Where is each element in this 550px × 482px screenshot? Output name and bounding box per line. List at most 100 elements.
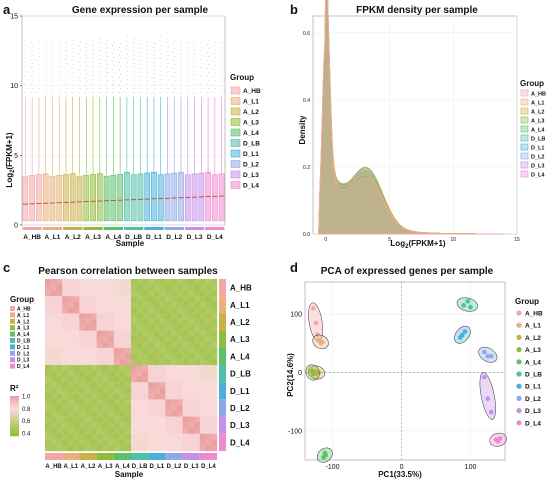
heat-cell bbox=[148, 290, 155, 297]
heat-cell bbox=[45, 445, 51, 452]
heat-cell bbox=[205, 301, 212, 308]
heat-cell bbox=[125, 382, 132, 389]
outlier bbox=[166, 83, 168, 85]
outlier bbox=[214, 80, 216, 82]
heat-cell bbox=[182, 376, 189, 383]
outlier bbox=[132, 58, 134, 60]
outlier bbox=[152, 69, 154, 71]
heat-cell bbox=[85, 301, 92, 308]
heat-cell bbox=[188, 307, 195, 314]
outlier bbox=[213, 84, 215, 86]
heat-cell bbox=[171, 290, 178, 297]
heat-cell bbox=[119, 370, 126, 377]
heat-cell bbox=[182, 359, 189, 366]
outlier bbox=[146, 53, 148, 55]
heat-cell bbox=[67, 296, 74, 303]
outlier bbox=[187, 73, 189, 75]
heat-cell bbox=[67, 433, 74, 440]
heat-cell bbox=[67, 370, 74, 377]
outlier bbox=[37, 67, 39, 69]
heat-cell bbox=[142, 330, 149, 337]
outlier bbox=[187, 88, 189, 90]
group-bar bbox=[42, 227, 63, 230]
heat-cell bbox=[142, 347, 149, 354]
outlier bbox=[220, 46, 222, 48]
heat-cell bbox=[50, 290, 57, 297]
outlier bbox=[44, 60, 46, 62]
heat-cell bbox=[96, 324, 103, 331]
legend-swatch bbox=[230, 149, 241, 158]
heat-cell bbox=[73, 313, 80, 320]
outlier bbox=[112, 84, 114, 86]
heat-cell bbox=[125, 307, 132, 314]
heat-cell bbox=[142, 399, 149, 406]
heat-cell bbox=[153, 336, 160, 343]
heat-cell bbox=[90, 439, 97, 446]
outlier bbox=[52, 80, 54, 82]
heat-cell bbox=[50, 279, 57, 285]
legend-label: D_L3 bbox=[525, 408, 541, 415]
heat-cell bbox=[165, 336, 172, 343]
scale-step bbox=[10, 427, 19, 429]
heat-cell bbox=[211, 290, 218, 297]
outlier bbox=[214, 41, 216, 43]
outlier bbox=[66, 46, 68, 48]
heat-cell bbox=[119, 410, 126, 417]
heat-cell bbox=[176, 416, 183, 423]
outlier bbox=[32, 87, 34, 89]
outlier bbox=[160, 79, 162, 81]
row-label: A_L3 bbox=[230, 335, 250, 344]
scale-step bbox=[10, 426, 19, 428]
heat-cell bbox=[176, 422, 183, 429]
outlier bbox=[206, 51, 208, 53]
outlier bbox=[106, 88, 108, 90]
heat-cell bbox=[199, 359, 206, 366]
col-group-bar bbox=[113, 453, 131, 460]
heat-cell bbox=[73, 324, 80, 331]
legend-marker bbox=[516, 334, 522, 340]
heat-cell bbox=[153, 359, 160, 366]
heat-cell bbox=[79, 301, 86, 308]
outlier bbox=[86, 50, 88, 52]
outlier bbox=[140, 80, 142, 82]
box bbox=[76, 175, 83, 222]
heat-cell bbox=[85, 342, 92, 348]
heat-cell bbox=[182, 382, 189, 389]
heat-cell bbox=[125, 284, 132, 291]
heat-cell bbox=[182, 365, 189, 371]
heat-cell bbox=[136, 342, 143, 348]
heat-cell bbox=[136, 324, 143, 331]
outlier bbox=[105, 84, 107, 86]
box-A_L4 bbox=[117, 43, 123, 222]
row-group-bar bbox=[219, 279, 226, 297]
heat-cell bbox=[194, 296, 200, 303]
heat-cell bbox=[85, 284, 92, 291]
scale-step bbox=[10, 403, 19, 405]
heat-cell bbox=[159, 370, 166, 377]
outlier bbox=[221, 80, 223, 82]
heat-cell bbox=[62, 296, 69, 303]
heat-cell bbox=[148, 393, 155, 400]
heat-cell bbox=[194, 387, 200, 394]
heat-cell bbox=[113, 405, 120, 412]
heat-cell bbox=[67, 336, 74, 343]
legend-label: A_HB bbox=[531, 92, 546, 98]
heat-cell bbox=[199, 410, 206, 417]
legend-swatch bbox=[520, 98, 529, 106]
col-group-bar bbox=[148, 453, 166, 460]
scale-step bbox=[10, 424, 19, 426]
x-tick-label: D_L4 bbox=[207, 234, 223, 241]
legend-label: A_L2 bbox=[243, 109, 259, 116]
outlier bbox=[120, 80, 122, 82]
heat-cell bbox=[136, 336, 143, 343]
outlier bbox=[45, 57, 47, 59]
heat-cell bbox=[56, 416, 63, 423]
heat-cell bbox=[194, 416, 200, 423]
heat-cell bbox=[199, 433, 206, 440]
outlier bbox=[79, 57, 81, 59]
heat-cell bbox=[148, 399, 155, 406]
heat-cell bbox=[194, 347, 200, 354]
heat-cell bbox=[171, 439, 178, 446]
point-A_L2 bbox=[316, 370, 322, 375]
